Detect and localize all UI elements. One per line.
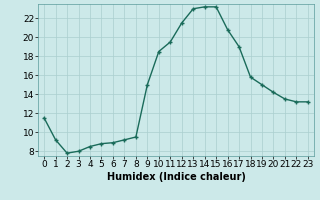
X-axis label: Humidex (Indice chaleur): Humidex (Indice chaleur) xyxy=(107,172,245,182)
